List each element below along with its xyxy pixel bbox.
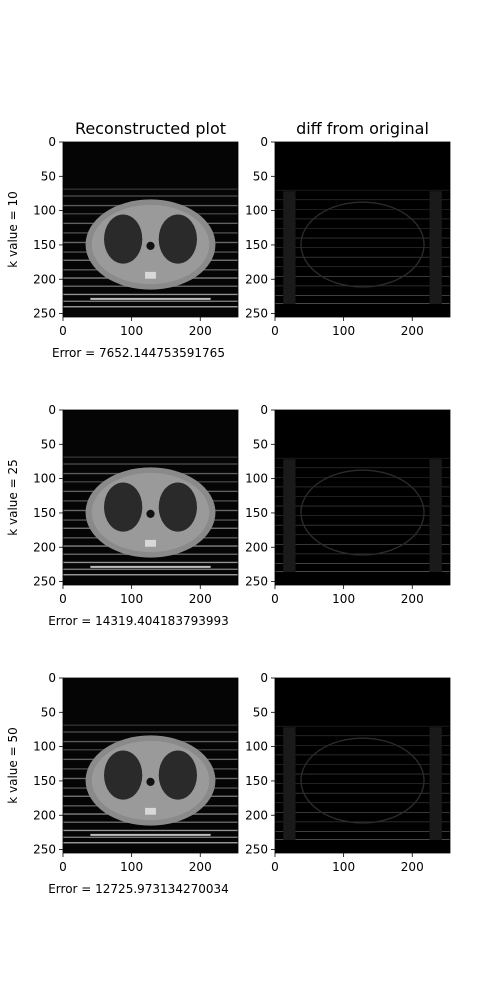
axes-frame [274,409,451,586]
x-tick-label: 100 [332,324,355,338]
x-tick-label: 200 [189,592,212,606]
y-tick-label: 150 [245,238,268,252]
x-tick-label: 0 [271,592,279,606]
y-tick-label: 150 [33,774,56,788]
error-text: Error = 12725.973134270034 [48,882,229,896]
y-tick-label: 150 [245,774,268,788]
y-tick-label: 200 [33,272,56,286]
x-tick-label: 0 [271,860,279,874]
panel-diff [271,141,451,321]
x-tick-label: 100 [120,324,143,338]
axes-frame [274,141,451,318]
y-tick-label: 250 [245,843,268,857]
y-tick-label: 50 [253,169,268,183]
x-tick-label: 200 [401,324,424,338]
panel-image [63,678,239,853]
y-tick-label: 200 [33,540,56,554]
y-tick-label: 150 [33,238,56,252]
y-tick-label: 250 [33,307,56,321]
x-tick-label: 100 [332,860,355,874]
x-tick-label: 100 [120,592,143,606]
y-tick-label: 50 [41,705,56,719]
y-tick-label: 0 [260,135,268,149]
x-tick-label: 100 [120,860,143,874]
panel-reconstructed [59,141,239,321]
row-label: k value = 50 [6,727,20,804]
y-tick-label: 250 [245,575,268,589]
panel-image [63,410,239,585]
y-tick-label: 250 [33,575,56,589]
x-tick-label: 0 [59,860,67,874]
x-tick-label: 0 [59,592,67,606]
panel-diff [271,677,451,857]
y-tick-label: 0 [260,671,268,685]
y-tick-label: 0 [48,403,56,417]
y-tick-label: 200 [33,808,56,822]
y-tick-label: 200 [245,272,268,286]
y-tick-label: 0 [48,135,56,149]
axes-frame [62,409,239,586]
panel-image [275,410,451,586]
x-tick-label: 200 [401,860,424,874]
x-tick-label: 100 [332,592,355,606]
y-tick-label: 50 [41,169,56,183]
y-tick-label: 150 [33,506,56,520]
panel-reconstructed [59,409,239,589]
y-tick-label: 50 [41,437,56,451]
x-tick-label: 200 [189,860,212,874]
panel-title: Reconstructed plot [75,119,226,138]
y-tick-label: 100 [245,740,268,754]
panel-title: diff from original [296,119,429,138]
y-tick-label: 50 [253,437,268,451]
y-tick-label: 200 [245,540,268,554]
x-tick-label: 0 [59,324,67,338]
row-label: k value = 10 [6,191,20,268]
axes-frame [62,677,239,854]
y-tick-label: 100 [33,204,56,218]
axes-frame [274,677,451,854]
y-tick-label: 100 [33,472,56,486]
x-tick-label: 0 [271,324,279,338]
y-tick-label: 100 [33,740,56,754]
y-tick-label: 100 [245,472,268,486]
y-tick-label: 100 [245,204,268,218]
y-tick-label: 250 [33,843,56,857]
row-label: k value = 25 [6,459,20,536]
y-tick-label: 250 [245,307,268,321]
panel-image [275,678,451,854]
y-tick-label: 0 [260,403,268,417]
y-tick-label: 0 [48,671,56,685]
x-tick-label: 200 [189,324,212,338]
panel-diff [271,409,451,589]
panel-image [275,142,451,318]
panel-reconstructed [59,677,239,857]
error-text: Error = 7652.144753591765 [52,346,225,360]
error-text: Error = 14319.404183793993 [48,614,229,628]
y-tick-label: 50 [253,705,268,719]
panel-image [63,142,239,317]
axes-frame [62,141,239,318]
y-tick-label: 150 [245,506,268,520]
x-tick-label: 200 [401,592,424,606]
y-tick-label: 200 [245,808,268,822]
